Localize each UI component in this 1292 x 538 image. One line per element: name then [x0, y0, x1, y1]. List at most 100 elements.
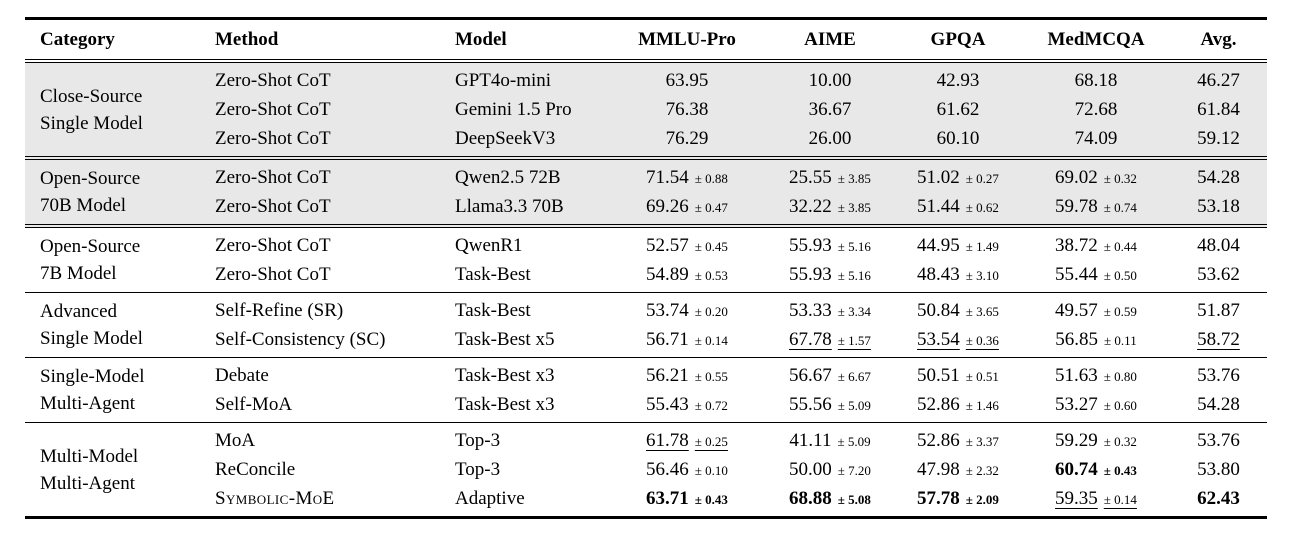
score-main: 32.22 — [789, 195, 832, 217]
model-cell: Qwen2.5 72B — [455, 166, 561, 188]
score-cell-avg: 61.84 — [1170, 99, 1267, 121]
table-row: Zero-Shot CoT DeepSeekV3 76.29 26.00 60.10 74… — [210, 124, 1267, 153]
score-value: 61.62 — [937, 99, 980, 120]
score-stderr: ± 0.50 — [1103, 267, 1137, 283]
score-main: 46.27 — [1197, 69, 1240, 91]
score-value: 42.93 — [937, 70, 980, 91]
score-value: 47.98 ± 2.32 — [917, 459, 999, 480]
category-line: Single-Model — [40, 366, 145, 387]
score-main: 26.00 — [808, 127, 852, 149]
score-main: 52.86 — [917, 393, 960, 415]
score-stderr: ± 0.43 — [1103, 462, 1137, 478]
score-main: 51.87 — [1197, 299, 1240, 321]
table-row: ReConcile Top-3 56.46 ± 0.10 50.00 ± 7.20 47.9… — [210, 455, 1267, 484]
score-main: 53.80 — [1197, 458, 1240, 480]
table-row: Zero-Shot CoT Llama3.3 70B 69.26 ± 0.47 32.2… — [210, 192, 1267, 221]
score-cell-gpqa: 61.62 — [894, 99, 1022, 121]
score-value: 71.54 ± 0.88 — [646, 167, 728, 188]
table-group: Multi-Model Multi-Agent MoA Top-3 61.78 ± 0.2… — [25, 423, 1267, 516]
score-value: 60.74 ± 0.43 — [1055, 459, 1137, 480]
score-main: 59.12 — [1197, 127, 1240, 149]
score-main: 53.74 — [646, 299, 689, 321]
score-cell-avg: 59.12 — [1170, 128, 1267, 150]
model-cell: QwenR1 — [455, 234, 523, 256]
table-body: Close-Source Single Model Zero-Shot CoT GPT… — [25, 63, 1267, 516]
score-stderr: ± 0.74 — [1103, 199, 1137, 215]
score-main: 53.18 — [1197, 195, 1240, 217]
category-cell: Open-Source 70B Model — [25, 163, 210, 221]
table-group: Advanced Single Model Self-Refine (SR) Task… — [25, 293, 1267, 358]
score-stderr: ± 0.44 — [1103, 238, 1137, 254]
model-cell: Top-3 — [455, 458, 501, 480]
score-cell-gpqa: 52.86 ± 3.37 — [894, 430, 1022, 452]
table-group: Open-Source 7B Model Zero-Shot CoT QwenR1 52… — [25, 228, 1267, 293]
score-main: 68.88 — [789, 487, 832, 509]
score-stderr: ± 0.53 — [694, 267, 728, 283]
score-stderr: ± 3.34 — [837, 303, 871, 319]
score-stderr: ± 5.09 — [837, 397, 871, 413]
score-value: 50.00 ± 7.20 — [789, 459, 871, 480]
column-header-gpqa: GPQA — [930, 29, 986, 50]
method-cell: ReConcile — [215, 458, 296, 480]
score-cell-mmlu-pro: 52.57 ± 0.45 — [608, 235, 766, 257]
score-stderr: ± 3.65 — [965, 303, 999, 319]
score-stderr: ± 0.80 — [1103, 368, 1137, 384]
score-value: 50.51 ± 0.51 — [917, 365, 999, 386]
method-cell: Symbolic-MoE — [215, 487, 335, 509]
score-main: 59.78 — [1055, 195, 1098, 217]
score-cell-gpqa: 51.02 ± 0.27 — [894, 167, 1022, 189]
group-rows: Zero-Shot CoT GPT4o-mini 63.95 10.00 42.93 68… — [210, 66, 1267, 153]
score-main: 51.44 — [917, 195, 960, 217]
score-value: 52.86 ± 3.37 — [917, 430, 999, 451]
score-main: 61.62 — [936, 98, 980, 120]
score-value: 67.78 ± 1.57 — [789, 329, 871, 350]
column-header-category: Category — [40, 29, 115, 50]
score-main: 50.51 — [917, 364, 960, 386]
table-row: Zero-Shot CoT Qwen2.5 72B 71.54 ± 0.88 25.55… — [210, 163, 1267, 192]
score-value: 25.55 ± 3.85 — [789, 167, 871, 188]
model-cell: Task-Best x3 — [455, 364, 555, 386]
score-value: 56.46 ± 0.10 — [646, 459, 728, 480]
score-cell-gpqa: 48.43 ± 3.10 — [894, 264, 1022, 286]
score-main: 56.71 — [646, 328, 689, 350]
group-rows: Zero-Shot CoT Qwen2.5 72B 71.54 ± 0.88 25.55… — [210, 163, 1267, 221]
score-cell-medmcqa: 59.29 ± 0.32 — [1022, 430, 1170, 452]
score-main: 55.43 — [646, 393, 689, 415]
score-value: 52.86 ± 1.46 — [917, 394, 999, 415]
table-row: Debate Task-Best x3 56.21 ± 0.55 56.67 ± 6.67… — [210, 361, 1267, 390]
score-main: 38.72 — [1055, 234, 1098, 256]
score-value: 38.72 ± 0.44 — [1055, 235, 1137, 256]
score-main: 72.68 — [1074, 98, 1118, 120]
score-value: 55.93 ± 5.16 — [789, 235, 871, 256]
score-cell-gpqa: 44.95 ± 1.49 — [894, 235, 1022, 257]
score-value: 51.63 ± 0.80 — [1055, 365, 1137, 386]
score-value: 53.33 ± 3.34 — [789, 300, 871, 321]
table-row: Self-MoA Task-Best x3 55.43 ± 0.72 55.56 ± 5.… — [210, 390, 1267, 419]
category-cell: Open-Source 7B Model — [25, 231, 210, 289]
score-cell-avg: 48.04 — [1170, 235, 1267, 257]
score-cell-avg: 54.28 — [1170, 394, 1267, 416]
score-main: 61.84 — [1197, 98, 1240, 120]
score-value: 26.00 — [809, 128, 852, 149]
score-value: 76.29 — [666, 128, 709, 149]
score-main: 68.18 — [1074, 69, 1118, 91]
score-main: 57.78 — [917, 487, 960, 509]
score-value: 53.18 — [1197, 196, 1240, 217]
score-value: 62.43 — [1197, 488, 1240, 509]
score-stderr: ± 1.57 — [837, 332, 871, 348]
model-cell: Top-3 — [455, 429, 501, 451]
score-stderr: ± 3.10 — [965, 267, 999, 283]
score-main: 56.21 — [646, 364, 689, 386]
category-line: Multi-Agent — [40, 472, 135, 494]
score-main: 76.29 — [665, 127, 709, 149]
score-cell-avg: 53.76 — [1170, 430, 1267, 452]
score-main: 54.28 — [1197, 166, 1240, 188]
score-cell-avg: 51.87 — [1170, 300, 1267, 322]
score-main: 53.62 — [1197, 263, 1240, 285]
score-value: 58.72 — [1197, 329, 1240, 350]
score-cell-gpqa: 51.44 ± 0.62 — [894, 196, 1022, 218]
score-value: 51.44 ± 0.62 — [917, 196, 999, 217]
score-value: 48.04 — [1197, 235, 1240, 256]
table-row: Self-Refine (SR) Task-Best 53.74 ± 0.20 53.3… — [210, 296, 1267, 325]
score-main: 55.93 — [789, 263, 832, 285]
